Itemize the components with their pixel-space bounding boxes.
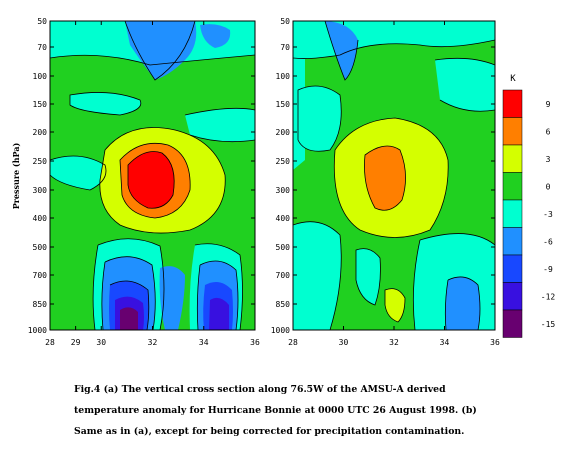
colorbar-swatch: [502, 254, 523, 283]
y-tick-label: 400: [33, 214, 48, 223]
panel-b: 50 70 100 150 200 250 300 400 500 700 850 1000 28 30 3…: [271, 17, 500, 347]
panel-b-ticks: 50 70 100 150 200 250 300 400 500 700 850 1000 28 30 3…: [271, 17, 500, 347]
y-tick-label: 1000: [28, 326, 47, 335]
y-tick-label: 250: [33, 157, 48, 166]
y-tick-label: 1000: [271, 326, 290, 335]
colorbar-swatch: [502, 199, 523, 228]
caption-line-1: Fig.4 (a) The vertical cross section alo…: [74, 384, 446, 395]
panel-b-field: [293, 21, 495, 330]
y-tick-label: 300: [33, 186, 48, 195]
colorbar-swatch: [502, 172, 523, 201]
x-tick-label: 36: [250, 338, 260, 347]
x-tick-label: 34: [199, 338, 209, 347]
figure-caption: Fig.4 (a) The vertical cross section alo…: [74, 379, 544, 442]
colorbar-swatch: [502, 282, 523, 311]
colorbar-swatch: [502, 117, 523, 146]
colorbar-label: -12: [541, 292, 556, 301]
y-tick-label: 850: [276, 300, 291, 309]
colorbar-label: 6: [546, 127, 551, 136]
y-tick-label: 70: [280, 43, 290, 52]
y-axis-label: Pressure (hPa): [11, 142, 21, 209]
caption-line-2: temperature anomaly for Hurricane Bonnie…: [74, 405, 477, 416]
y-tick-label: 700: [33, 271, 48, 280]
colorbar: K 9 6 3 0 -3 -6 -9 -12 -15: [502, 74, 556, 338]
y-tick-label: 200: [276, 128, 291, 137]
colorbar-label: -6: [543, 237, 553, 246]
colorbar-swatch: [502, 309, 523, 338]
colorbar-label: -9: [543, 265, 553, 274]
y-tick-label: 70: [37, 43, 47, 52]
x-tick-label: 29: [71, 338, 81, 347]
colorbar-swatch: [502, 89, 523, 118]
y-tick-label: 150: [276, 100, 291, 109]
caption-line-3: Same as in (a), except for being correct…: [74, 426, 465, 437]
x-tick-label: 32: [148, 338, 158, 347]
colorbar-label: -3: [543, 210, 553, 219]
x-tick-label: 34: [440, 338, 450, 347]
x-tick-label: 30: [96, 338, 106, 347]
y-tick-label: 850: [33, 300, 48, 309]
y-tick-label: 50: [37, 17, 47, 26]
y-tick-label: 50: [280, 17, 290, 26]
panel-a-ticks: 50 70 100 150 200 250 300 400 500 700 850 1000 28 29 3…: [28, 17, 260, 347]
y-tick-label: 100: [33, 72, 48, 81]
colorbar-label: -15: [541, 320, 556, 329]
colorbar-label: 3: [546, 155, 551, 164]
x-tick-label: 28: [288, 338, 298, 347]
y-tick-label: 200: [33, 128, 48, 137]
y-tick-label: 500: [33, 243, 48, 252]
x-tick-label: 30: [339, 338, 349, 347]
colorbar-label: 9: [546, 100, 551, 109]
y-tick-label: 300: [276, 186, 291, 195]
colorbar-unit: K: [510, 74, 516, 84]
y-tick-label: 150: [33, 100, 48, 109]
panel-a-field: [50, 21, 255, 330]
y-tick-label: 500: [276, 243, 291, 252]
y-tick-label: 700: [276, 271, 291, 280]
y-tick-label: 100: [276, 72, 291, 81]
colorbar-swatch: [502, 144, 523, 173]
x-tick-label: 32: [389, 338, 399, 347]
colorbar-label: 0: [546, 182, 551, 191]
panel-a: 50 70 100 150 200 250 300 400 500 700 850 1000 28 29 3…: [28, 17, 260, 347]
colorbar-swatch: [502, 227, 523, 256]
x-tick-label: 28: [45, 338, 55, 347]
y-tick-label: 250: [276, 157, 291, 166]
x-tick-label: 36: [490, 338, 500, 347]
y-tick-label: 400: [276, 214, 291, 223]
